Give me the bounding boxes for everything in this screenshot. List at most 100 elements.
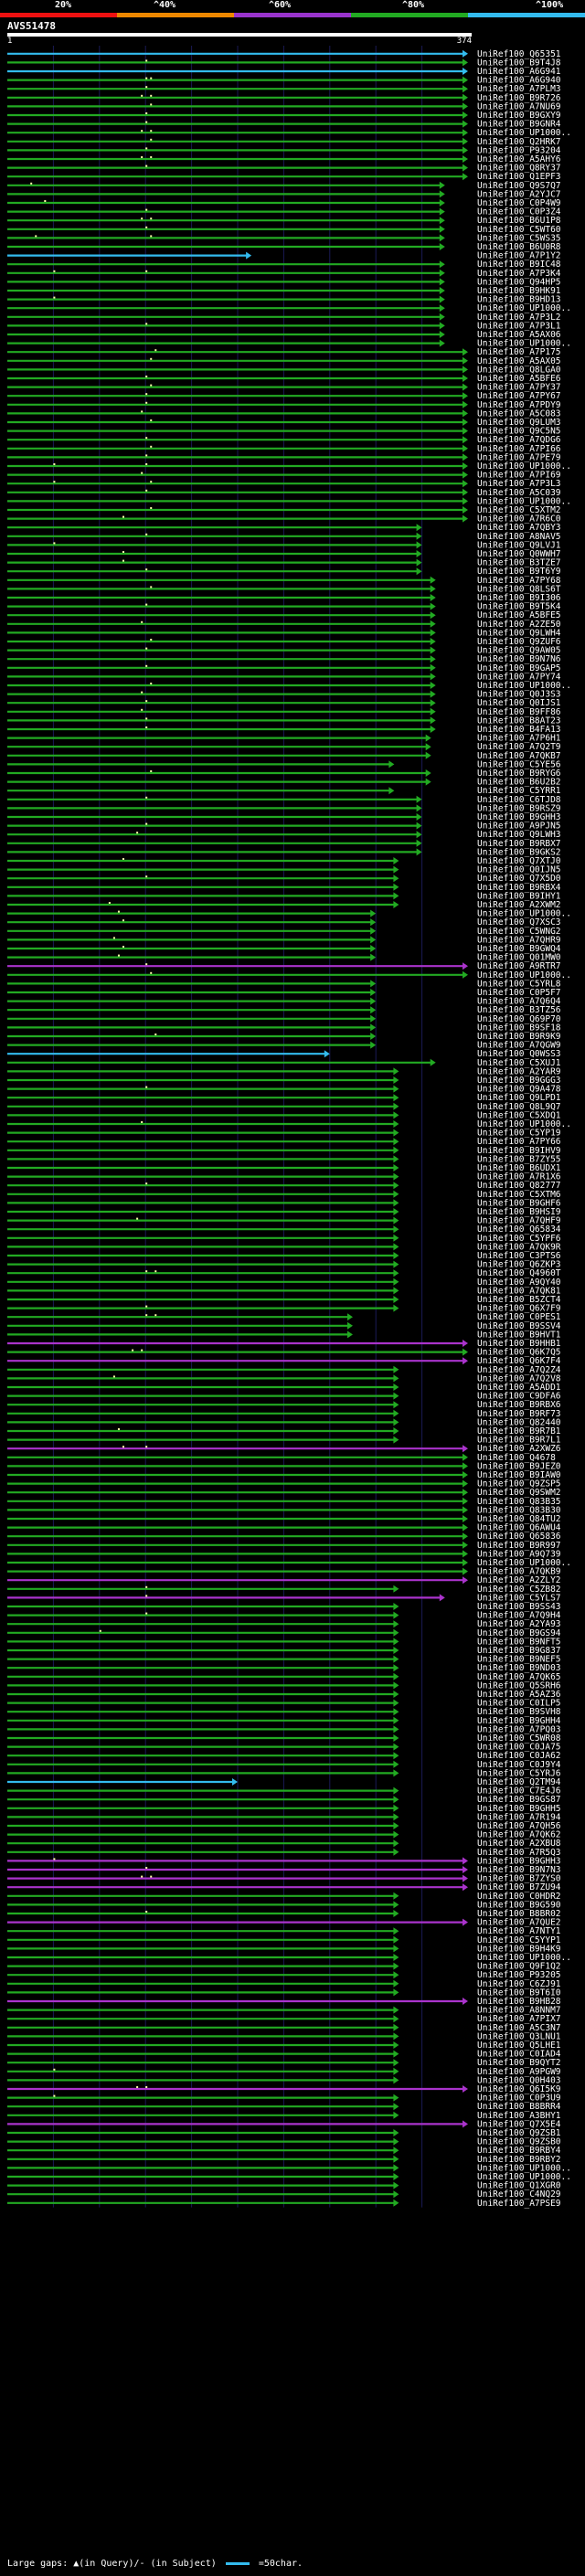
- hit-label[interactable]: UniRef100_A7PY37: [477, 383, 561, 393]
- hit-label[interactable]: UniRef100_Q6ZKP3: [477, 1260, 561, 1270]
- hit-label[interactable]: UniRef100_A9PGW9: [477, 2067, 561, 2077]
- hit-row[interactable]: UniRef100_B9HB28: [7, 1997, 561, 2007]
- hit-row[interactable]: UniRef100_A2YAR9: [7, 1066, 561, 1076]
- hit-label[interactable]: UniRef100_B9R9K9: [477, 1032, 561, 1042]
- hit-label[interactable]: UniRef100_A7PY68: [477, 576, 561, 586]
- hit-row[interactable]: UniRef100_B9IC48: [7, 260, 561, 270]
- hit-row[interactable]: UniRef100_C9DFA6: [7, 1392, 561, 1402]
- hit-label[interactable]: UniRef100_B9RYG6: [477, 769, 561, 779]
- hit-row[interactable]: UniRef100_A7QKB7: [7, 751, 561, 761]
- hit-row[interactable]: UniRef100_B9I306: [7, 593, 561, 603]
- hit-label[interactable]: UniRef100_A3BHY1: [477, 2111, 561, 2121]
- hit-label[interactable]: UniRef100_A7Q9H4: [477, 1611, 561, 1621]
- hit-label[interactable]: UniRef100_A7P3L3: [477, 479, 561, 489]
- hit-row[interactable]: UniRef100_A7PLM3: [7, 84, 561, 94]
- hit-label[interactable]: UniRef100_B9IHV9: [477, 1146, 561, 1156]
- hit-label[interactable]: UniRef100_C6TJD8: [477, 795, 561, 805]
- hit-label[interactable]: UniRef100_Q9LWH3: [477, 830, 561, 840]
- hit-row[interactable]: UniRef100_UP1000..: [7, 909, 571, 919]
- hit-label[interactable]: UniRef100_B9GKS2: [477, 847, 561, 857]
- hit-label[interactable]: UniRef100_A6G941: [477, 67, 561, 77]
- hit-label[interactable]: UniRef100_B9SVH8: [477, 1707, 561, 1717]
- hit-label[interactable]: UniRef100_B9GHF6: [477, 1198, 561, 1208]
- hit-label[interactable]: UniRef100_B9RBX4: [477, 883, 561, 893]
- hit-label[interactable]: UniRef100_C5YRL8: [477, 979, 561, 989]
- hit-row[interactable]: UniRef100_A7QGW9: [7, 1041, 561, 1051]
- hit-label[interactable]: UniRef100_B9GHH3: [477, 1856, 561, 1866]
- hit-row[interactable]: UniRef100_A7PY74: [7, 672, 561, 682]
- hit-row[interactable]: UniRef100_B9HHB1: [7, 1339, 561, 1349]
- hit-row[interactable]: UniRef100_Q9LUM3: [7, 418, 561, 428]
- hit-row[interactable]: UniRef100_Q3LNU1: [7, 2031, 561, 2041]
- hit-label[interactable]: UniRef100_A7QKB7: [477, 751, 561, 761]
- hit-label[interactable]: UniRef100_B9R7B1: [477, 1426, 561, 1436]
- hit-row[interactable]: UniRef100_A9PGW9: [7, 2067, 561, 2077]
- hit-label[interactable]: UniRef100_Q6K7F4: [477, 1356, 561, 1366]
- hit-row[interactable]: UniRef100_A7NTY1: [7, 1926, 561, 1936]
- hit-row[interactable]: UniRef100_B9GS94: [7, 1628, 561, 1638]
- hit-label[interactable]: UniRef100_A2ZE50: [477, 620, 561, 630]
- hit-row[interactable]: UniRef100_C0P3U9: [7, 2094, 561, 2104]
- hit-label[interactable]: UniRef100_C0P3U9: [477, 2094, 561, 2104]
- hit-label[interactable]: UniRef100_Q9ZSP5: [477, 1479, 561, 1489]
- hit-label[interactable]: UniRef100_Q9ZSB0: [477, 2137, 561, 2147]
- hit-label[interactable]: UniRef100_Q94HP5: [477, 277, 561, 287]
- hit-row[interactable]: UniRef100_A7P3L3: [7, 479, 561, 489]
- hit-label[interactable]: UniRef100_B9R7L1: [477, 1436, 561, 1446]
- hit-row[interactable]: UniRef100_A7NU69: [7, 101, 561, 111]
- hit-row[interactable]: UniRef100_B9RBX4: [7, 883, 561, 893]
- hit-row[interactable]: UniRef100_A9RTR7: [7, 961, 561, 971]
- hit-row[interactable]: UniRef100_B9T6I0: [7, 1988, 561, 1998]
- hit-row[interactable]: UniRef100_A5C3N7: [7, 2023, 561, 2033]
- hit-label[interactable]: UniRef100_Q6I5K9: [477, 2084, 561, 2094]
- hit-row[interactable]: UniRef100_Q2TM94: [7, 1777, 561, 1787]
- hit-label[interactable]: UniRef100_A2YA93: [477, 1619, 561, 1629]
- hit-label[interactable]: UniRef100_Q9SWM2: [477, 1488, 561, 1498]
- hit-row[interactable]: UniRef100_Q0WWH7: [7, 549, 561, 559]
- hit-row[interactable]: UniRef100_A7P175: [7, 347, 561, 357]
- hit-label[interactable]: UniRef100_A7P3L1: [477, 321, 561, 331]
- hit-label[interactable]: UniRef100_Q5SRH6: [477, 1680, 561, 1691]
- hit-row[interactable]: UniRef100_A7P6H1: [7, 734, 561, 744]
- hit-row[interactable]: UniRef100_C5YYP1: [7, 1935, 561, 1945]
- hit-label[interactable]: UniRef100_B9HB28: [477, 1997, 561, 2007]
- hit-row[interactable]: UniRef100_C4NQ29: [7, 2189, 561, 2200]
- hit-row[interactable]: UniRef100_C0HDR2: [7, 1892, 561, 1902]
- hit-row[interactable]: UniRef100_C7E4J6: [7, 1786, 561, 1797]
- hit-row[interactable]: UniRef100_A5BFE6: [7, 374, 561, 384]
- hit-row[interactable]: UniRef100_B9R726: [7, 93, 561, 103]
- hit-row[interactable]: UniRef100_C0IAD4: [7, 2050, 561, 2060]
- hit-row[interactable]: UniRef100_B9GHH4: [7, 1716, 561, 1726]
- hit-row[interactable]: UniRef100_B9T4J8: [7, 58, 561, 68]
- hit-label[interactable]: UniRef100_B9I306: [477, 593, 561, 603]
- hit-row[interactable]: UniRef100_A7QHF9: [7, 1216, 561, 1226]
- hit-row[interactable]: UniRef100_B9N7N3: [7, 1865, 561, 1875]
- hit-row[interactable]: UniRef100_Q6X7F9: [7, 1304, 561, 1314]
- hit-row[interactable]: UniRef100_A2YA93: [7, 1619, 561, 1629]
- hit-label[interactable]: UniRef100_Q82777: [477, 1181, 561, 1191]
- hit-label[interactable]: UniRef100_A9QY40: [477, 1277, 561, 1288]
- hit-row[interactable]: UniRef100_B9GKS2: [7, 847, 561, 857]
- hit-label[interactable]: UniRef100_UP1000..: [477, 970, 571, 981]
- hit-row[interactable]: UniRef100_B3TZE7: [7, 558, 561, 568]
- hit-row[interactable]: UniRef100_B9RBX7: [7, 839, 561, 849]
- hit-row[interactable]: UniRef100_Q5SRH6: [7, 1680, 561, 1691]
- hit-label[interactable]: UniRef100_Q0WSS3: [477, 1049, 561, 1059]
- hit-label[interactable]: UniRef100_C5YYP1: [477, 1935, 561, 1945]
- hit-label[interactable]: UniRef100_UP1000..: [477, 1953, 571, 1963]
- hit-label[interactable]: UniRef100_Q3LNU1: [477, 2031, 561, 2041]
- hit-row[interactable]: UniRef100_A7R1X6: [7, 1172, 561, 1182]
- hit-label[interactable]: UniRef100_C0ILP5: [477, 1699, 561, 1709]
- hit-label[interactable]: UniRef100_A7QK9R: [477, 1242, 561, 1252]
- hit-label[interactable]: UniRef100_A5BFE6: [477, 374, 561, 384]
- hit-label[interactable]: UniRef100_B9GAP5: [477, 663, 561, 673]
- hit-label[interactable]: UniRef100_B9GXY9: [477, 111, 561, 121]
- hit-label[interactable]: UniRef100_A2XWM2: [477, 900, 561, 910]
- hit-label[interactable]: UniRef100_B9N7N3: [477, 1865, 561, 1875]
- hit-label[interactable]: UniRef100_B3TZE7: [477, 558, 561, 568]
- hit-row[interactable]: UniRef100_A7QKB9: [7, 1567, 561, 1577]
- hit-label[interactable]: UniRef100_A2YAR9: [477, 1066, 561, 1076]
- hit-row[interactable]: UniRef100_B7ZY55: [7, 1154, 561, 1164]
- hit-row[interactable]: UniRef100_A7QHR9: [7, 935, 561, 945]
- hit-row[interactable]: UniRef100_B9G590: [7, 1900, 561, 1910]
